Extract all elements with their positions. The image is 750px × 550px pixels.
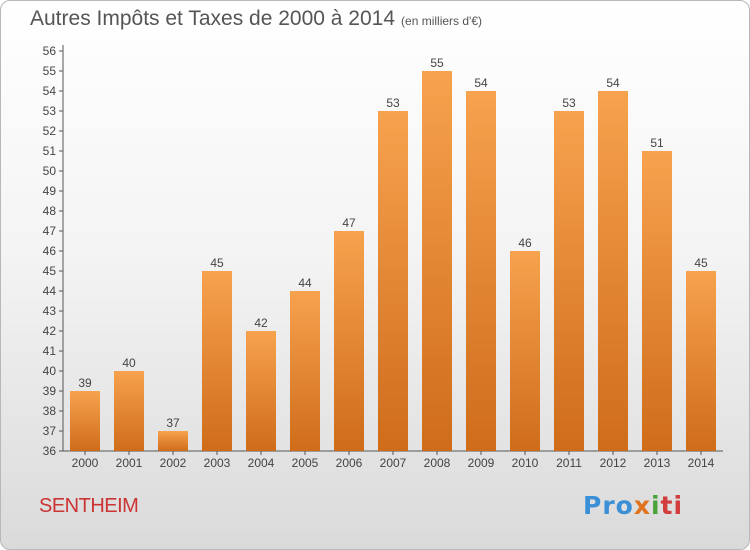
x-tick-label: 2004	[248, 456, 275, 470]
bar-2002	[158, 431, 188, 451]
data-label-2001: 40	[122, 356, 136, 370]
bar-2005	[290, 291, 320, 451]
bar-2003	[202, 271, 232, 451]
chart-title: Autres Impôts et Taxes de 2000 à 2014 (en…	[30, 7, 482, 31]
data-label-2012: 54	[606, 76, 620, 90]
x-tick-label: 2005	[292, 456, 319, 470]
y-tick-label: 48	[43, 204, 57, 218]
y-tick-label: 42	[43, 324, 57, 338]
data-label-2005: 44	[298, 276, 312, 290]
bar-2000	[70, 391, 100, 451]
bar-2001	[114, 371, 144, 451]
y-tick-label: 43	[43, 304, 57, 318]
data-label-2014: 45	[694, 256, 708, 270]
x-tick-label: 2002	[160, 456, 187, 470]
bar-2010	[510, 251, 540, 451]
chart-subtitle: (en milliers d'€)	[401, 14, 483, 28]
data-labels: 39 40 37 45 42 44 47 53 55 54 46 53 54 51 45	[78, 56, 708, 430]
x-tick-label: 2013	[644, 456, 671, 470]
logo-part-1: Pro	[583, 491, 634, 520]
x-tick-label: 2009	[468, 456, 495, 470]
y-tick-label: 37	[43, 424, 57, 438]
title-text: Autres Impôts et Taxes de 2000 à 2014	[30, 7, 396, 30]
proxiti-logo[interactable]: Proxiti	[583, 491, 683, 520]
data-label-2013: 51	[650, 136, 664, 150]
bars	[70, 71, 716, 451]
y-tick-label: 40	[43, 364, 57, 378]
y-tick-label: 46	[43, 244, 57, 258]
data-label-2007: 53	[386, 96, 400, 110]
logo-part-4: ti	[660, 491, 684, 520]
y-tick-label: 39	[43, 384, 57, 398]
data-label-2009: 54	[474, 76, 488, 90]
data-label-2008: 55	[430, 56, 444, 70]
data-label-2006: 47	[342, 216, 356, 230]
data-label-2002: 37	[166, 416, 180, 430]
x-tick-label: 2008	[424, 456, 451, 470]
y-tick-label: 53	[43, 104, 57, 118]
x-tick-label: 2003	[204, 456, 231, 470]
logo-part-2: x	[633, 491, 651, 520]
data-label-2004: 42	[254, 316, 268, 330]
y-tick-label: 38	[43, 404, 57, 418]
x-tick-label: 2000	[72, 456, 99, 470]
bar-2011	[554, 111, 584, 451]
bar-2012	[598, 91, 628, 451]
y-tick-label: 55	[43, 64, 57, 78]
y-tick-label: 47	[43, 224, 57, 238]
y-tick-label: 51	[43, 144, 57, 158]
data-label-2000: 39	[78, 376, 92, 390]
x-tick-label: 2010	[512, 456, 539, 470]
bar-2004	[246, 331, 276, 451]
bar-2008	[422, 71, 452, 451]
bar-2013	[642, 151, 672, 451]
x-tick-label: 2006	[336, 456, 363, 470]
y-tick-label: 50	[43, 164, 57, 178]
x-tick-label: 2007	[380, 456, 407, 470]
y-tick-label: 45	[43, 264, 57, 278]
x-tick-label: 2012	[600, 456, 627, 470]
y-tick-label: 44	[43, 284, 57, 298]
logo-part-3: i	[650, 491, 661, 520]
bar-2009	[466, 91, 496, 451]
bar-2014	[686, 271, 716, 451]
x-tick-label: 2011	[556, 456, 582, 470]
y-tick-label: 56	[43, 44, 57, 58]
y-tick-label: 54	[43, 84, 57, 98]
x-tick-label: 2001	[116, 456, 143, 470]
bar-2006	[334, 231, 364, 451]
data-label-2011: 53	[562, 96, 576, 110]
y-tick-label: 41	[43, 344, 57, 358]
x-tick-label: 2014	[688, 456, 715, 470]
y-tick-label: 52	[43, 124, 57, 138]
data-label-2003: 45	[210, 256, 224, 270]
y-tick-label: 36	[43, 444, 57, 458]
data-label-2010: 46	[518, 236, 532, 250]
location-label: SENTHEIM	[39, 495, 139, 517]
y-tick-label: 49	[43, 184, 57, 198]
bar-2007	[378, 111, 408, 451]
